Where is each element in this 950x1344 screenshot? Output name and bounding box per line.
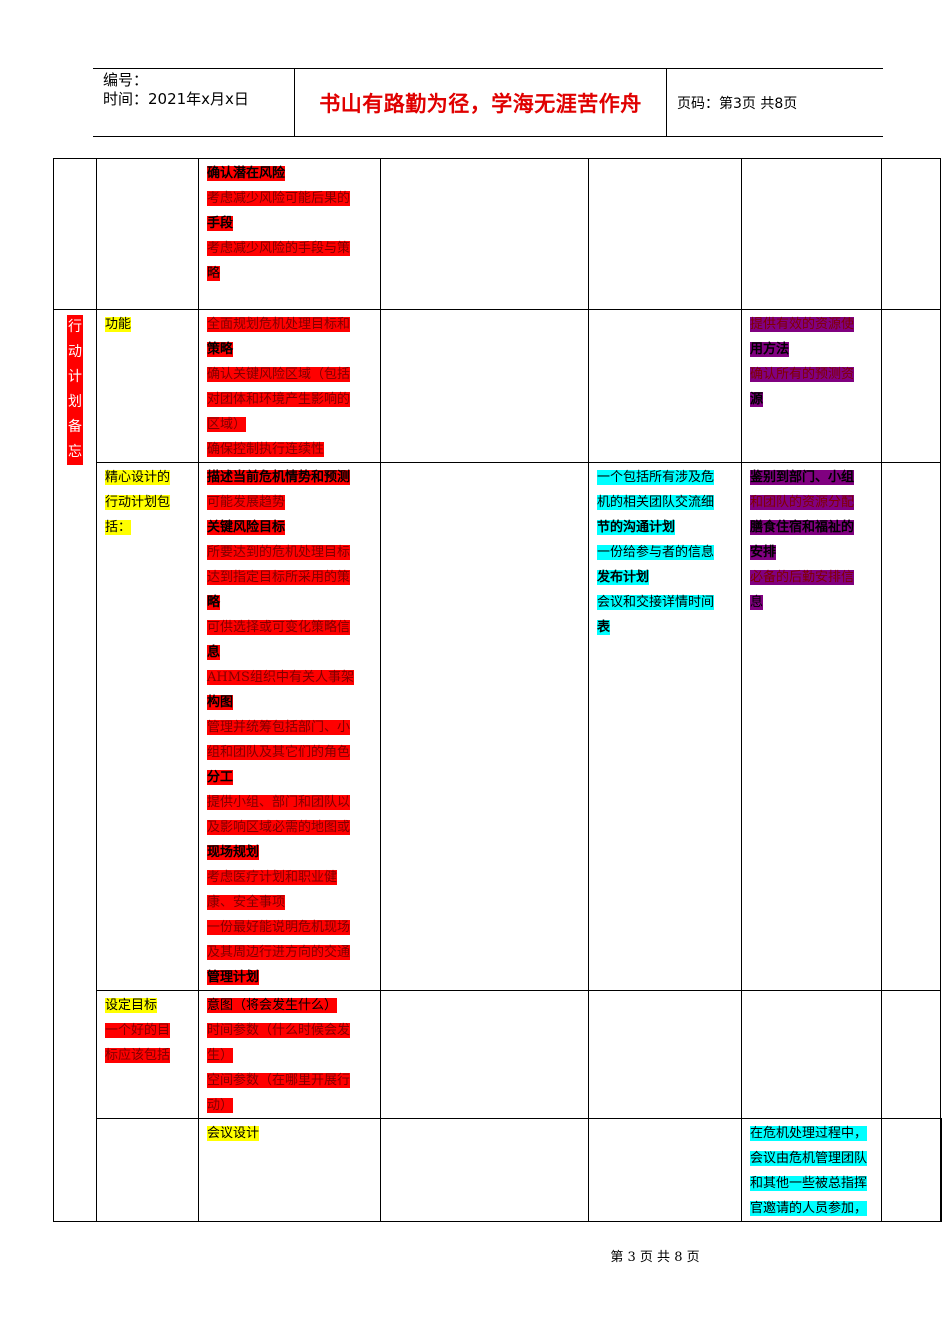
table-cell [881, 990, 941, 1119]
communication-cell: 一个包括所有涉及危 机的相关团队交流细 节的沟通计划 一份给参与者的信息 发布计… [588, 462, 742, 991]
section-label: 行 动 计 划 备 忘 [67, 315, 83, 465]
item-meeting-design: 会议设计 [207, 1126, 260, 1141]
table-cell [380, 1118, 589, 1222]
table-cell [588, 158, 742, 310]
header-date: 时间：2021年x月x日 [103, 90, 249, 108]
table-cell [940, 1118, 942, 1222]
table-row: 设定目标 一个好的目 标应该包括 意图（将会发生什么） 时间参数（什么时候会发 … [54, 990, 942, 1119]
table-cell [380, 990, 589, 1119]
table-cell [881, 462, 941, 991]
table-cell [741, 158, 882, 310]
item-cell: 精心设计的 行动计划包 括： [96, 462, 199, 991]
header-meta: 编号： 时间：2021年x月x日 [93, 69, 294, 136]
table-cell [380, 158, 589, 310]
header-number: 编号： [103, 71, 149, 89]
logistics-cell: 鉴别到部门、小组 和团队的资源分配 膳食住宿和福祉的 安排 必备的后勤安排信 息 [741, 462, 882, 991]
risk-cell: 确认潜在风险 考虑减少风险可能后果的 手段 考虑减少风险的手段与策 略 [198, 158, 381, 310]
meeting-cell: 在危机处理过程中， 会议由危机管理团队 和其他一些被总指挥 官邀请的人员参加， [741, 1118, 882, 1222]
table-cell [380, 309, 589, 463]
page-header: 编号： 时间：2021年x月x日 书山有路勤为径，学海无涯苦作舟 页码：第3页 … [93, 68, 883, 137]
plan-content-cell: 描述当前危机情势和预测 可能发展趋势 关键风险目标 所要达到的危机处理目标 达到… [198, 462, 381, 991]
table-cell [96, 158, 199, 310]
resource-cell: 提供有效的资源使 用方法 确认所有的预测资 源 [741, 309, 882, 463]
table-row: 行 动 计 划 备 忘 功能 全面规划危机处理目标和 策略 确认关键风险区域（包… [53, 309, 942, 1222]
table-row: 会议设计 在危机处理过程中， 会议由危机管理团队 和其他一些被总指挥 官邀请的人… [54, 1118, 942, 1222]
table-cell [881, 1118, 941, 1222]
footer-page-number: 第 3 页 共 8 页 [610, 1250, 700, 1265]
table-cell [881, 309, 941, 463]
section-label-cell: 行 动 计 划 备 忘 [53, 309, 97, 1222]
table-cell [53, 158, 97, 310]
action-plan-table: 确认潜在风险 考虑减少风险可能后果的 手段 考虑减少风险的手段与策 略 行 动 … [53, 158, 942, 1222]
table-cell [380, 462, 589, 991]
function-cell: 全面规划危机处理目标和 策略 确认关键风险区域（包括 对团体和环境产生影响的 区… [198, 309, 381, 463]
table-cell [588, 990, 742, 1119]
item-function: 功能 [105, 317, 132, 332]
goal-content-cell: 意图（将会发生什么） 时间参数（什么时候会发 生） 空间参数（在哪里开展行 动） [198, 990, 381, 1119]
item-cell: 会议设计 [198, 1118, 381, 1222]
item-cell: 功能 [96, 309, 199, 463]
page-footer: 第 3 页 共 8 页 [0, 1246, 950, 1265]
table-row: 精心设计的 行动计划包 括： 描述当前危机情势和预测 可能发展趋势 关键风险目标… [54, 462, 942, 991]
header-page-number: 页码：第3页 共8页 [677, 95, 798, 112]
table-cell [881, 158, 941, 310]
table-cell [588, 1118, 742, 1222]
table-cell [96, 1118, 199, 1222]
header-motto: 书山有路勤为径，学海无涯苦作舟 [294, 69, 667, 136]
item-cell: 设定目标 一个好的目 标应该包括 [96, 990, 199, 1119]
table-cell [741, 990, 882, 1119]
table-cell [588, 309, 742, 463]
table-row: 确认潜在风险 考虑减少风险可能后果的 手段 考虑减少风险的手段与策 略 [53, 158, 942, 310]
